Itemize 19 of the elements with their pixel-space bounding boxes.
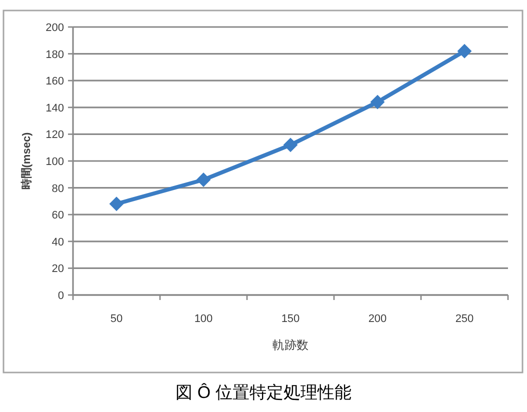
x-tick-label: 150 (281, 313, 300, 325)
y-tick-label: 20 (52, 263, 64, 276)
y-tick-label: 80 (52, 182, 64, 195)
y-tick-label: 60 (52, 210, 64, 222)
y-tick-label: 140 (46, 102, 64, 114)
y-tick-label: 180 (46, 48, 64, 61)
y-tick-label: 120 (46, 129, 64, 142)
y-tick-label: 0 (58, 290, 64, 302)
y-axis-title: 時間(msec) (21, 132, 33, 190)
caption: 図 Ô 位置特定処理性能 (176, 383, 352, 402)
y-tick-label: 160 (46, 76, 64, 88)
x-axis-title: 軌跡数 (272, 338, 308, 352)
x-tick-label: 100 (194, 313, 213, 325)
y-tick-label: 200 (46, 22, 64, 34)
y-tick-label: 100 (46, 156, 64, 168)
x-tick-label: 250 (455, 313, 474, 325)
x-tick-label: 50 (110, 313, 123, 325)
y-tick-label: 40 (52, 236, 64, 248)
x-tick-label: 200 (368, 313, 387, 325)
